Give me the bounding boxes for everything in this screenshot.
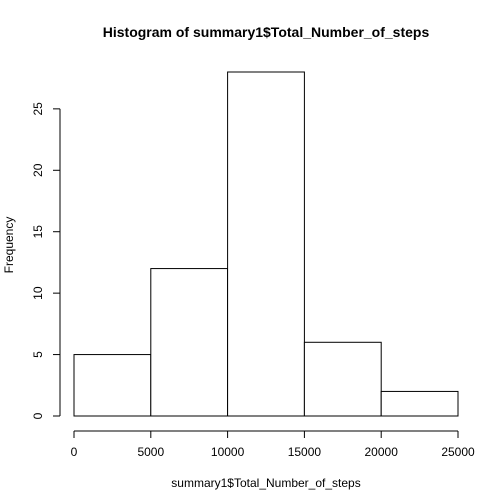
y-tick-label: 25 [31,102,45,116]
y-tick-label: 15 [31,225,45,239]
x-tick-label: 10000 [211,445,245,459]
histogram-bar-0 [73,354,152,417]
x-tick-label: 20000 [365,445,399,459]
x-tick-label: 5000 [137,445,164,459]
x-axis-label: summary1$Total_Number_of_steps [171,476,360,490]
x-tick-label: 25000 [441,445,475,459]
bars-group [73,71,459,417]
histogram-bar-2 [227,71,305,417]
histogram-bar-3 [303,341,382,417]
histogram-bar-4 [380,390,459,417]
chart-title: Histogram of summary1$Total_Number_of_st… [103,24,430,40]
y-tick-label: 0 [31,412,45,419]
x-tick-label: 0 [71,445,78,459]
histogram-bar-1 [150,268,229,417]
y-tick-label: 20 [31,163,45,177]
y-tick-label: 5 [31,351,45,358]
y-axis-label: Frequency [2,217,16,274]
x-axis: 0 5000 10000 15000 20000 25000 [71,430,475,459]
y-axis: 0 5 10 15 20 25 [31,102,61,419]
y-tick-label: 10 [31,286,45,300]
x-tick-label: 15000 [288,445,322,459]
